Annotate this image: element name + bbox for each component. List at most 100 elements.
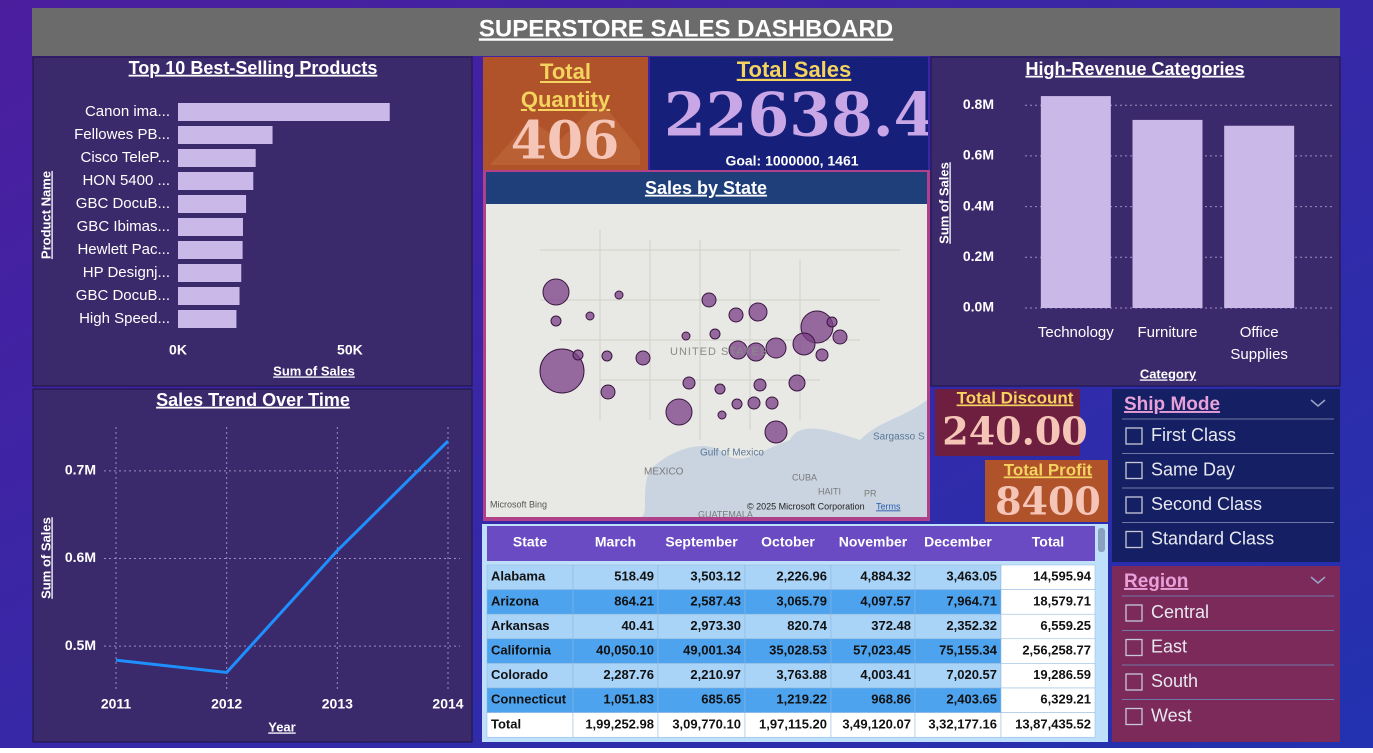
table-cell xyxy=(830,564,916,590)
y-tick-label: HP Designj... xyxy=(83,264,170,281)
table-cell xyxy=(486,712,574,738)
y-axis-label: Product Name xyxy=(38,171,53,259)
slicer-item[interactable]: East xyxy=(1151,636,1187,656)
map-label: GUATEMALA xyxy=(698,509,753,519)
cell-text: 4,884.32 xyxy=(860,569,911,584)
y-tick-label: HON 5400 ... xyxy=(82,172,170,189)
table-cell xyxy=(1000,613,1096,640)
y-tick-label: GBC DocuB... xyxy=(76,287,170,304)
slicer-item[interactable]: Second Class xyxy=(1151,494,1262,514)
slicer-item[interactable]: First Class xyxy=(1151,425,1236,445)
cell-text: 1,219.22 xyxy=(776,692,827,707)
bar xyxy=(1132,119,1203,309)
bubble xyxy=(714,383,726,395)
column-header: October xyxy=(761,534,815,550)
cell-text: 518.49 xyxy=(614,569,654,584)
table-cell xyxy=(572,712,659,738)
bar xyxy=(178,241,243,259)
cell-text: 4,003.41 xyxy=(860,667,911,682)
cell-text: 35,028.53 xyxy=(769,643,827,658)
slicer-checkbox[interactable] xyxy=(1125,604,1143,622)
table-cell xyxy=(744,663,832,689)
bar xyxy=(178,218,243,236)
card-value: 406 xyxy=(511,111,620,172)
bar xyxy=(1040,96,1111,309)
bubble xyxy=(765,337,787,359)
table-cell xyxy=(914,613,1002,640)
table-cell xyxy=(744,613,832,640)
bubble xyxy=(709,328,721,340)
bubble xyxy=(753,378,767,392)
table-cell xyxy=(486,687,574,713)
slicer-title: Ship Mode xyxy=(1124,394,1220,415)
column-header: March xyxy=(595,534,636,550)
cell-text: 1,99,252.98 xyxy=(585,716,654,731)
map-label: PR xyxy=(864,488,877,498)
slicer-item[interactable]: Central xyxy=(1151,602,1209,622)
table-cell xyxy=(657,712,746,738)
table-cell xyxy=(486,638,574,664)
cell-text: 7,964.71 xyxy=(946,593,997,608)
slicer-checkbox[interactable] xyxy=(1125,707,1143,726)
x-tick-label-box: Office Supplies xyxy=(1230,324,1288,363)
slicer-checkbox[interactable] xyxy=(1125,496,1143,514)
slicer-checkbox[interactable] xyxy=(1125,427,1143,445)
y-axis-label: Sum of Sales xyxy=(936,162,951,244)
table-cell xyxy=(486,564,574,590)
table-cell xyxy=(572,613,659,640)
cell-text: Arizona xyxy=(491,593,539,608)
cell-text: 4,097.57 xyxy=(860,593,911,608)
cell-text: Total xyxy=(491,716,521,731)
y-tick-label: Canon ima... xyxy=(85,103,170,120)
column-header: September xyxy=(665,534,738,550)
table-cell xyxy=(914,564,1002,590)
bubble xyxy=(572,349,584,361)
slicer-checkbox[interactable] xyxy=(1125,530,1143,549)
y-tick-label: 0.5M xyxy=(65,637,96,653)
slicer-item[interactable]: South xyxy=(1151,671,1198,691)
slicer-panel xyxy=(1112,389,1340,562)
chart-title: High-Revenue Categories xyxy=(1025,59,1244,79)
bubble xyxy=(600,384,616,400)
slicer-item[interactable]: Same Day xyxy=(1151,459,1235,479)
slicer-item[interactable]: Standard Class xyxy=(1151,528,1274,548)
dashboard-title: SUPERSTORE SALES DASHBOARD xyxy=(479,15,893,42)
cell-text: 3,09,770.10 xyxy=(672,716,741,731)
slicer-checkbox[interactable] xyxy=(1125,638,1143,657)
bubble xyxy=(747,396,761,410)
table-cell xyxy=(657,687,746,713)
cell-text: 685.65 xyxy=(701,692,741,707)
card-goal: Goal: 1000000, 1461 xyxy=(725,153,858,169)
bar xyxy=(178,126,273,144)
map-copyright: © 2025 Microsoft Corporation xyxy=(747,501,865,511)
slicer-checkbox[interactable] xyxy=(1125,673,1143,691)
column-header: November xyxy=(839,534,908,550)
y-tick-label: Hewlett Pac... xyxy=(77,241,170,258)
x-axis-label: Year xyxy=(268,719,295,734)
bubble xyxy=(682,376,696,390)
table-cell xyxy=(1000,638,1096,664)
y-tick-label: 0.8M xyxy=(963,96,994,112)
cell-text: 2,226.96 xyxy=(776,569,827,584)
bubble xyxy=(550,315,562,327)
cell-text: 13,87,435.52 xyxy=(1015,716,1091,731)
card-profit xyxy=(985,460,1108,522)
bubble xyxy=(585,311,595,321)
bar xyxy=(178,172,254,190)
bubble xyxy=(601,350,613,362)
cell-text: 3,49,120.07 xyxy=(842,716,911,731)
column-header: State xyxy=(513,534,547,550)
cell-text: 2,973.30 xyxy=(690,618,741,633)
map-terms[interactable]: Terms xyxy=(876,501,901,511)
slicer-item[interactable]: West xyxy=(1151,705,1192,725)
cell-text: 2,587.43 xyxy=(690,593,741,608)
table-cell xyxy=(486,663,574,689)
slicer-checkbox[interactable] xyxy=(1125,461,1143,480)
bubble xyxy=(815,348,829,362)
cell-text: 75,155.34 xyxy=(939,643,998,658)
card-decoration xyxy=(490,100,640,165)
table-scrollbar[interactable] xyxy=(1098,528,1105,552)
cell-text: 40,050.10 xyxy=(596,643,654,658)
bubble xyxy=(614,290,624,300)
table-cell xyxy=(744,638,832,664)
